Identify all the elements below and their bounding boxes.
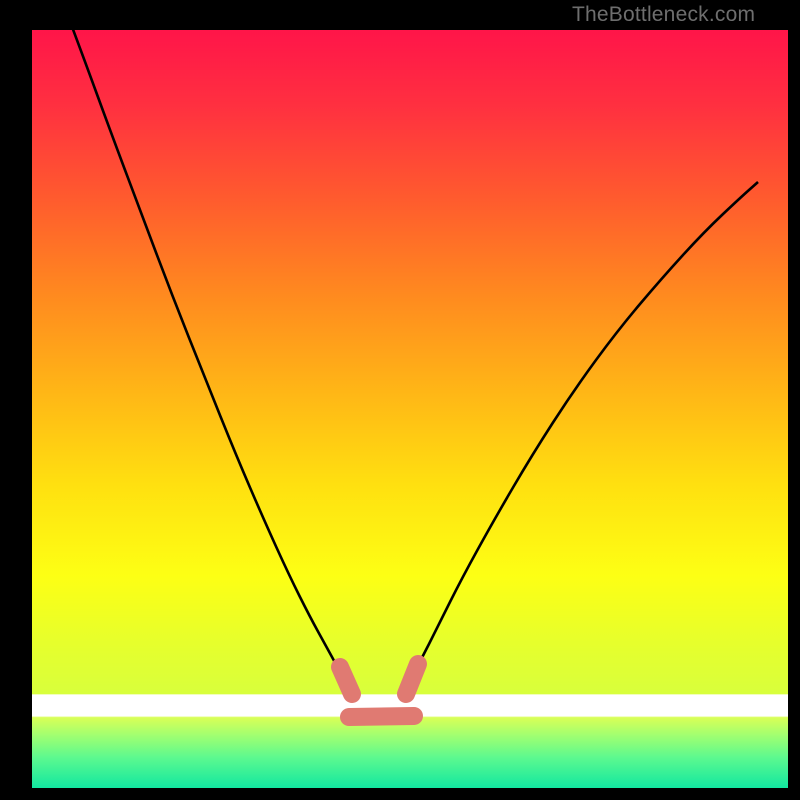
- watermark-label: TheBottleneck.com: [572, 3, 755, 27]
- marker-left-tick: [340, 667, 352, 694]
- chart-svg: [32, 30, 788, 788]
- marker-base: [349, 716, 414, 717]
- marker-right-tick: [406, 664, 418, 694]
- plot-area: [32, 30, 788, 788]
